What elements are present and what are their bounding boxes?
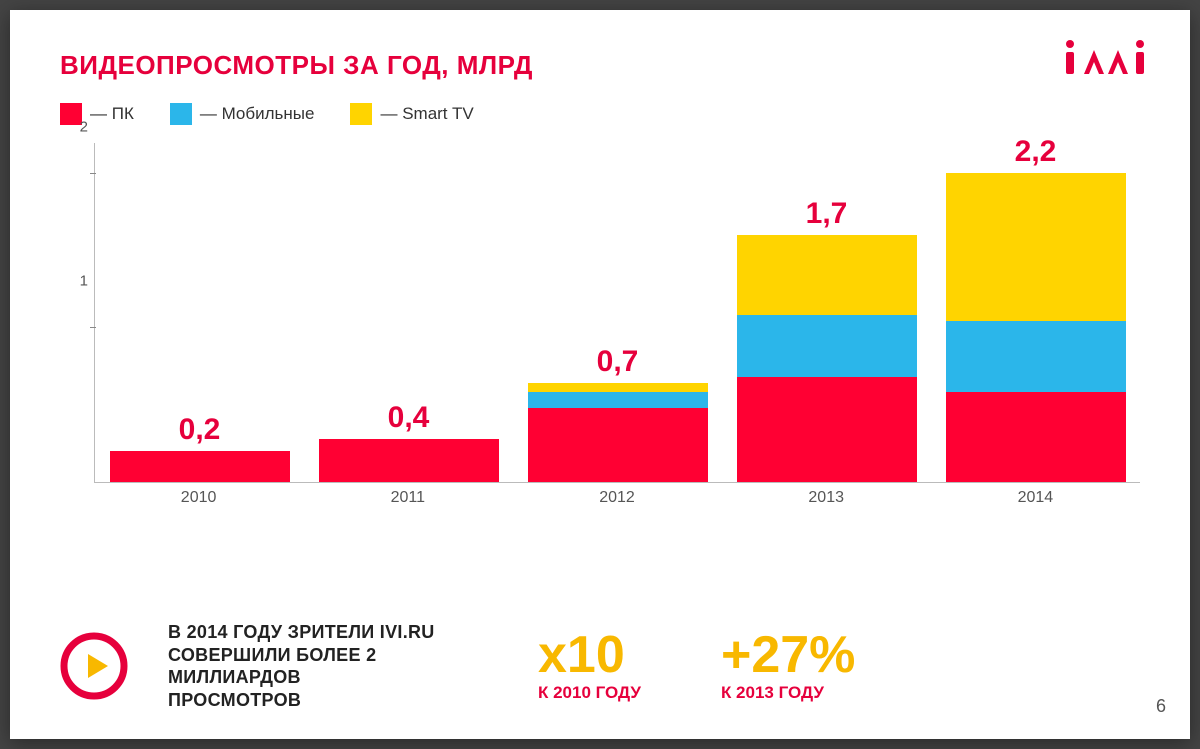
bar-segment-smarttv [528, 383, 708, 392]
bar-total-label: 0,7 [597, 345, 639, 379]
gridline [90, 173, 96, 174]
legend-label: — Smart TV [380, 104, 473, 124]
stat-sub: К 2010 ГОДУ [538, 683, 641, 703]
stat-big: x10 [538, 629, 641, 681]
bar-total-label: 0,4 [388, 401, 430, 435]
bar-slot: 2,2 [931, 143, 1140, 482]
stat-27pct: +27% К 2013 ГОДУ [721, 629, 855, 703]
bars-row: 0,2 0,4 0,7 1,7 2,2 [95, 143, 1140, 482]
bar-stack [319, 439, 499, 482]
bar-segment-pc [528, 408, 708, 482]
stat-x10: x10 К 2010 ГОДУ [538, 629, 641, 703]
bar-segment-smarttv [946, 173, 1126, 321]
y-tick-label: 2 [80, 118, 88, 135]
legend-item-smarttv: — Smart TV [350, 103, 473, 125]
bar-segment-pc [110, 451, 290, 482]
legend-item-pc: — ПК [60, 103, 134, 125]
bar-stack [110, 451, 290, 482]
bar-segment-smarttv [737, 235, 917, 315]
play-icon [60, 632, 128, 700]
stat-sub: К 2013 ГОДУ [721, 683, 855, 703]
footer-line: В 2014 ГОДУ ЗРИТЕЛИ IVI.RU [168, 621, 498, 644]
bar-total-label: 0,2 [179, 413, 221, 447]
bar-total-label: 2,2 [1015, 135, 1057, 169]
swatch-icon [170, 103, 192, 125]
bar-slot: 0,2 [95, 143, 304, 482]
bar-stack [737, 235, 917, 482]
bar-slot: 1,7 [722, 143, 931, 482]
x-axis-label: 2011 [303, 483, 512, 513]
plot-area: 0,2 0,4 0,7 1,7 2,2 [94, 143, 1140, 483]
x-axis-label: 2013 [722, 483, 931, 513]
page-number: 6 [1156, 696, 1166, 717]
y-axis: 12 [60, 143, 94, 483]
bar-stack [946, 173, 1126, 482]
gridline [90, 327, 96, 328]
x-axis-label: 2014 [931, 483, 1140, 513]
legend-label: — ПК [90, 104, 134, 124]
y-tick-label: 1 [80, 273, 88, 290]
slide-title: ВИДЕОПРОСМОТРЫ ЗА ГОД, МЛРД [60, 50, 1140, 81]
bar-slot: 0,7 [513, 143, 722, 482]
bar-slot: 0,4 [304, 143, 513, 482]
chart: 12 0,2 0,4 0,7 1,7 2,2 20102011201220132014 [60, 143, 1140, 513]
slide: ВИДЕОПРОСМОТРЫ ЗА ГОД, МЛРД — ПК — Мобил… [10, 10, 1190, 739]
bar-segment-mobile [946, 321, 1126, 392]
x-axis-label: 2010 [94, 483, 303, 513]
bar-segment-pc [319, 439, 499, 482]
x-axis-label: 2012 [512, 483, 721, 513]
bar-segment-mobile [528, 392, 708, 407]
bar-stack [528, 383, 708, 482]
footer-line: ПРОСМОТРОВ [168, 689, 498, 712]
x-axis-labels: 20102011201220132014 [94, 483, 1140, 513]
bar-segment-pc [946, 392, 1126, 482]
stat-big: +27% [721, 629, 855, 681]
ivi-logo-icon [1060, 38, 1150, 78]
bar-segment-pc [737, 377, 917, 482]
legend-label: — Мобильные [200, 104, 315, 124]
swatch-icon [350, 103, 372, 125]
legend: — ПК — Мобильные — Smart TV [60, 103, 1140, 125]
footer: В 2014 ГОДУ ЗРИТЕЛИ IVI.RU СОВЕРШИЛИ БОЛ… [60, 621, 1140, 711]
legend-item-mobile: — Мобильные [170, 103, 315, 125]
bar-total-label: 1,7 [806, 197, 848, 231]
footer-line: СОВЕРШИЛИ БОЛЕЕ 2 МИЛЛИАРДОВ [168, 644, 498, 689]
bar-segment-mobile [737, 315, 917, 377]
footer-text: В 2014 ГОДУ ЗРИТЕЛИ IVI.RU СОВЕРШИЛИ БОЛ… [168, 621, 498, 711]
